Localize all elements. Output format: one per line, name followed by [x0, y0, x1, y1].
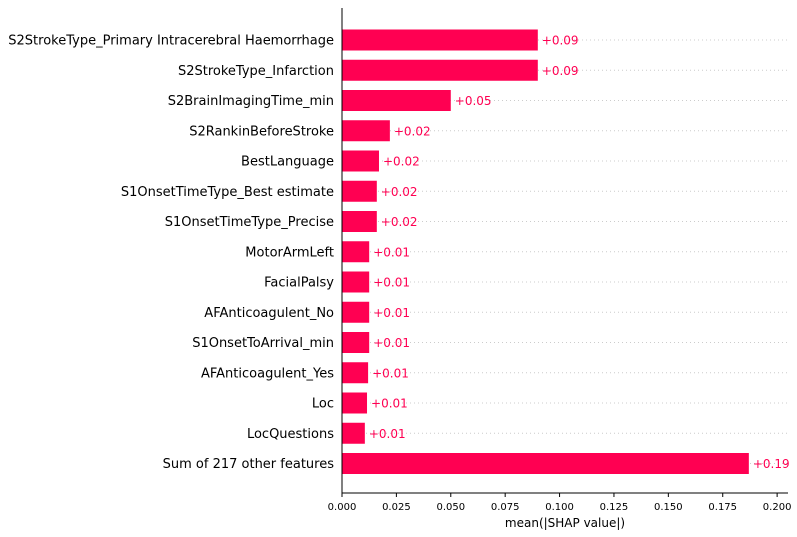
data-label: +0.01	[373, 336, 410, 350]
data-label: +0.02	[383, 155, 420, 169]
feature-labels: S2StrokeType_Primary Intracerebral Haemo…	[8, 34, 334, 473]
feature-label: S2StrokeType_Infarction	[178, 64, 334, 79]
data-label: +0.01	[371, 397, 408, 411]
data-label: +0.01	[373, 276, 410, 290]
x-tick-label: 0.025	[382, 502, 411, 513]
data-label: +0.02	[394, 124, 431, 138]
x-axis-label: mean(|SHAP value|)	[505, 516, 625, 530]
bar	[342, 241, 370, 263]
feature-label: BestLanguage	[241, 155, 334, 170]
bar	[342, 422, 365, 444]
bar	[342, 271, 370, 293]
data-label: +0.09	[542, 64, 579, 78]
bar	[342, 301, 370, 323]
x-tick-label: 0.100	[545, 502, 574, 513]
x-tick-label: 0.000	[328, 502, 357, 513]
data-label: +0.01	[373, 306, 410, 320]
data-label: +0.02	[381, 215, 418, 229]
feature-label: S1OnsetTimeType_Best estimate	[121, 185, 334, 200]
data-label: +0.09	[542, 34, 579, 48]
feature-label: S2BrainImagingTime_min	[168, 94, 334, 109]
x-tick-label: 0.075	[491, 502, 520, 513]
data-labels: +0.09 +0.09 +0.05 +0.02 +0.02 +0.02 +0.02 +0.01…	[369, 34, 790, 472]
bar	[342, 453, 749, 474]
bar	[342, 29, 538, 51]
bar	[342, 150, 379, 172]
data-label: +0.01	[372, 366, 409, 380]
feature-label: AFAnticoagulent_Yes	[201, 366, 334, 381]
feature-label: FacialPalsy	[264, 276, 334, 291]
bar	[342, 392, 368, 414]
data-label: +0.19	[753, 457, 790, 471]
feature-label: S2RankinBeforeStroke	[189, 124, 334, 139]
x-tick-label: 0.125	[600, 502, 629, 513]
x-tick-label: 0.200	[763, 502, 792, 513]
feature-label: Sum of 217 other features	[163, 457, 335, 472]
bar	[342, 120, 390, 142]
feature-label: S1OnsetTimeType_Precise	[165, 215, 334, 230]
feature-label: LocQuestions	[247, 427, 334, 442]
x-axis-ticks: 0.000 0.025 0.050 0.075 0.100 0.125 0.150 0.175…	[328, 493, 792, 513]
feature-label: S2StrokeType_Primary Intracerebral Haemo…	[8, 34, 334, 49]
feature-label: Loc	[312, 397, 334, 412]
x-tick-label: 0.050	[436, 502, 465, 513]
x-tick-label: 0.175	[708, 502, 737, 513]
data-label: +0.01	[369, 427, 406, 441]
x-tick-label: 0.150	[654, 502, 683, 513]
bar	[342, 362, 369, 384]
bar	[342, 211, 377, 232]
bar	[342, 180, 377, 202]
feature-label: AFAnticoagulent_No	[204, 306, 334, 321]
feature-label: MotorArmLeft	[245, 245, 334, 260]
data-label: +0.02	[381, 185, 418, 199]
data-label: +0.05	[455, 94, 492, 108]
bar	[342, 332, 370, 353]
bar	[342, 59, 538, 81]
bar	[342, 90, 451, 111]
feature-label: S1OnsetToArrival_min	[192, 336, 334, 351]
bars-group	[342, 29, 749, 474]
data-label: +0.01	[373, 245, 410, 259]
